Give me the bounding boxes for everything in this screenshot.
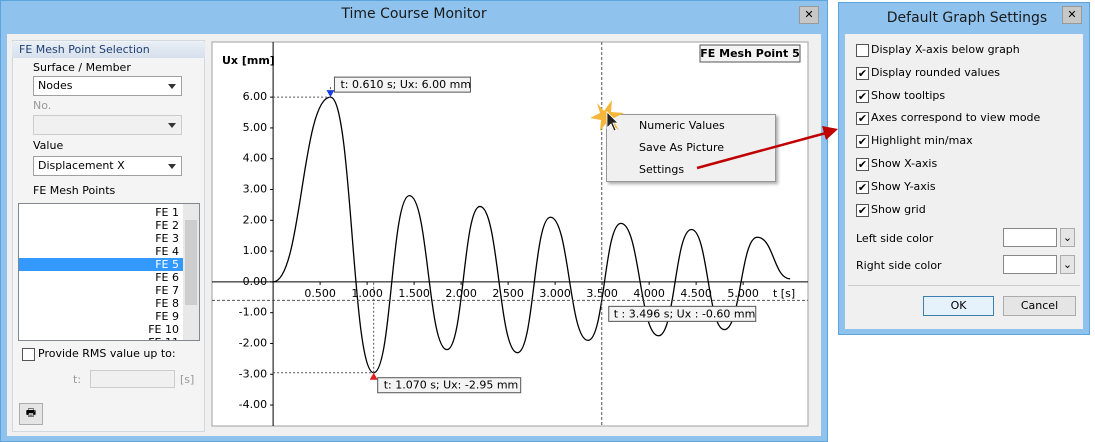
label: Value: [33, 139, 64, 152]
dropdown-button[interactable]: ⌄: [1060, 255, 1075, 274]
option-label: Show Y-axis: [871, 179, 936, 193]
checkbox[interactable]: ✔: [856, 89, 869, 103]
checkbox[interactable]: [856, 44, 869, 57]
x-tick-label: 4.000: [633, 287, 665, 300]
close-button[interactable]: ✕: [799, 6, 819, 24]
y-tick-label: 2.00: [243, 213, 268, 226]
x-tick-label: 0.500: [304, 287, 336, 300]
print-button[interactable]: 🖶: [19, 403, 43, 425]
y-tick-label: 0.00: [243, 275, 268, 288]
y-tick-label: -2.00: [239, 336, 267, 349]
dialog-body: [845, 34, 1083, 329]
tooltip-box: [333, 76, 471, 93]
plot-area: [211, 41, 809, 427]
label: Surface / Member: [33, 61, 131, 74]
y-axis-label: Ux [mm]: [222, 54, 275, 67]
y-tick-label: -3.00: [239, 367, 267, 380]
list-item[interactable]: FE 2: [155, 219, 179, 232]
list-item[interactable]: FE 11: [19, 336, 183, 340]
dialog-title: Default Graph Settings: [886, 10, 1048, 26]
y-tick-label: 3.00: [243, 183, 268, 196]
tooltip-box: [608, 305, 757, 322]
label: Left side color: [856, 232, 934, 245]
panel-title: FE Mesh Point Selection: [12, 42, 205, 58]
menu-item[interactable]: Save As Picture: [639, 141, 725, 154]
list-item[interactable]: FE 8: [155, 297, 179, 310]
close-button[interactable]: ✕: [1062, 6, 1082, 24]
checkbox[interactable]: [22, 348, 35, 361]
color-box[interactable]: [1003, 228, 1057, 247]
label: Right side color: [856, 259, 942, 272]
x-tick-label: 2.500: [492, 287, 524, 300]
list-item[interactable]: FE 1: [155, 206, 179, 219]
extreme-marker: [369, 372, 378, 380]
label: No.: [33, 99, 52, 112]
option-label: Show grid: [871, 202, 926, 216]
checkbox[interactable]: ✔: [856, 158, 869, 171]
x-tick-label: 4.500: [680, 287, 712, 300]
option-label: Show tooltips: [871, 88, 946, 102]
points-list: FE 1 FE 2 FE 3 FE 4 FE 5 FE 6 FE 7 FE 8 FE 9 FE 1…: [18, 203, 200, 341]
scroll-thumb[interactable]: [185, 220, 197, 305]
ok-button[interactable]: OK: [923, 296, 994, 316]
y-tick-label: 5.00: [243, 121, 268, 134]
label: [s]: [180, 373, 195, 386]
x-axis-label: t [s]: [773, 287, 795, 300]
dropdown: [33, 115, 182, 135]
y-tick-label: 4.00: [243, 152, 268, 165]
extreme-marker: [326, 90, 335, 98]
separator: [848, 285, 1080, 286]
option-label: Display X-axis below graph: [871, 43, 1020, 56]
label: Provide RMS value up to:: [38, 347, 176, 360]
option-label: Show X-axis: [871, 157, 938, 170]
label: t:: [73, 373, 82, 386]
menu-item[interactable]: Settings: [639, 163, 685, 176]
x-tick-label: 1.500: [398, 287, 430, 300]
x-tick-label: 3.000: [539, 287, 571, 300]
list-item[interactable]: FE 5: [19, 258, 183, 271]
option-label: Highlight min/max: [871, 134, 973, 148]
list-item[interactable]: FE 7: [155, 284, 179, 297]
window-title: Time Course Monitor: [341, 6, 487, 22]
list-item[interactable]: FE 3: [155, 232, 179, 245]
tooltip: t: 0.610 s; Ux: 6.00 mm: [340, 78, 471, 91]
option-label: Axes correspond to view mode: [871, 111, 1041, 125]
list-item[interactable]: FE 10: [148, 323, 179, 336]
tooltip-box: [377, 377, 522, 394]
dropdown-button[interactable]: ⌄: [1060, 228, 1075, 247]
checkbox[interactable]: ✔: [856, 203, 869, 217]
cancel-button[interactable]: Cancel: [1003, 296, 1076, 316]
color-box[interactable]: [1003, 255, 1057, 274]
list-item[interactable]: FE 4: [155, 245, 179, 258]
input: [90, 370, 175, 388]
x-tick-label: 5.000: [727, 287, 759, 300]
list-item[interactable]: FE 6: [155, 271, 179, 284]
dropdown[interactable]: Displacement X: [33, 156, 182, 176]
chart-title: FE Mesh Point 5: [700, 47, 799, 60]
y-tick-label: 6.00: [243, 90, 268, 103]
x-tick-label: 1.000: [351, 287, 383, 300]
label: FE Mesh Points: [33, 184, 116, 197]
y-tick-label: 1.00: [243, 244, 268, 257]
dropdown[interactable]: Nodes: [33, 76, 182, 96]
checkbox[interactable]: ✔: [856, 180, 869, 194]
list-item[interactable]: FE 9: [155, 310, 179, 323]
menu-item[interactable]: Numeric Values: [639, 119, 725, 132]
tooltip: t: 1.070 s; Ux: -2.95 mm: [384, 379, 519, 392]
tooltip: t : 3.496 s; Ux : -0.60 mm: [614, 307, 756, 320]
y-tick-label: -4.00: [239, 398, 267, 411]
checkbox[interactable]: ✔: [856, 135, 869, 149]
option-label: Display rounded values: [871, 65, 1001, 79]
y-tick-label: -1.00: [239, 306, 267, 319]
checkbox[interactable]: ✔: [856, 112, 869, 126]
checkbox[interactable]: ✔: [856, 66, 869, 80]
data-line: [272, 96, 791, 374]
title-box: [699, 44, 801, 63]
